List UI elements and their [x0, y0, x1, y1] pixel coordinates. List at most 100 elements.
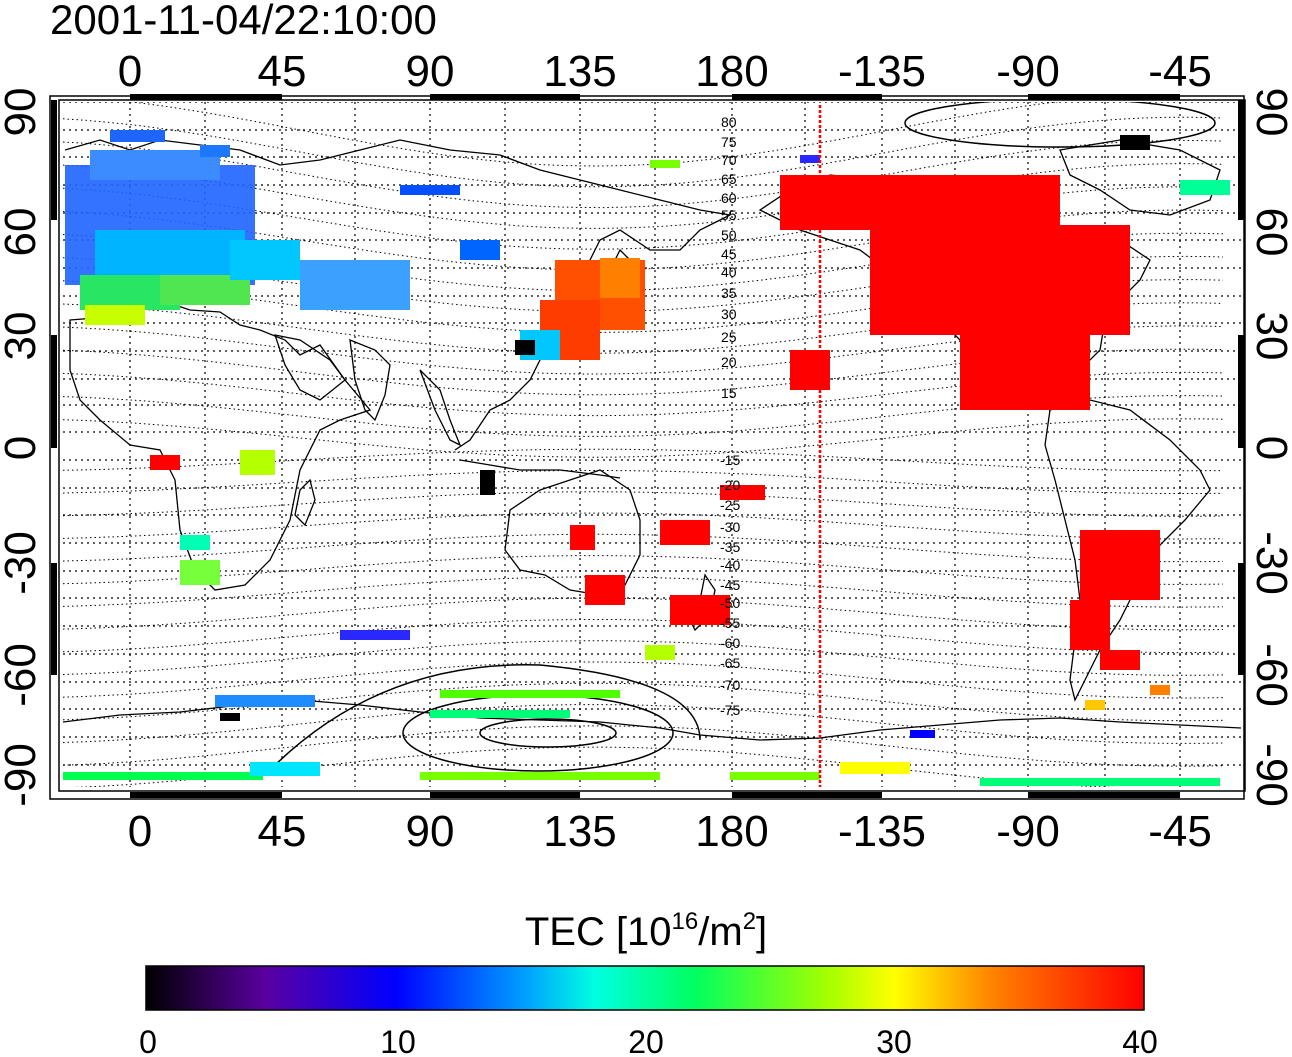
top-lon-label: 45: [258, 47, 307, 96]
contour-label: -60: [720, 635, 740, 651]
top-longitude-labels: 0 45 90 135 180 -135 -90 -45: [118, 47, 1212, 96]
contour-line: [63, 418, 1224, 458]
contour-line: [63, 395, 1224, 437]
contour-label: -35: [720, 539, 740, 555]
contour-line: [63, 348, 1224, 396]
contour-line: [63, 725, 1224, 767]
left-lat-label: -90: [0, 743, 45, 807]
map-frame: [49, 94, 1246, 800]
contour-line: [63, 619, 1224, 654]
contour-label: -65: [720, 655, 740, 671]
right-latitude-labels: 90 60 30 0 -30 -60 -90: [1247, 88, 1292, 807]
contour-label: 25: [721, 329, 737, 345]
colorbar-tick: 0: [139, 1024, 157, 1057]
contour-label: 35: [721, 285, 737, 301]
bottom-lon-label: 45: [258, 807, 307, 856]
contour-label: 70: [721, 152, 737, 168]
contour-line: [63, 555, 1224, 585]
contour-label: -20: [720, 477, 740, 493]
map-title: 2001-11-04/22:10:00: [50, 0, 437, 43]
contour-line: [63, 186, 1224, 250]
colorbar-title: TEC [1016/m2]: [525, 908, 767, 954]
top-lon-label: -45: [1148, 47, 1212, 96]
contour-label: 60: [721, 190, 737, 206]
contour-label: -55: [720, 615, 740, 631]
contour-label: -30: [720, 519, 740, 535]
contour-label: 45: [721, 246, 737, 262]
contour-line: [63, 371, 1224, 417]
contour-label: -40: [720, 557, 740, 573]
auroral-ovals: [269, 102, 1216, 772]
contour-line: [63, 139, 1224, 209]
magnetic-latitude-contours: [63, 102, 1224, 787]
top-lon-label: -135: [838, 47, 926, 96]
colorbar-ticks: 0 10 20 30 40: [139, 1024, 1158, 1057]
left-lat-label: -30: [0, 531, 45, 595]
contour-line: [63, 512, 1224, 540]
contour-label: -70: [720, 677, 740, 693]
contour-labels-south: -15 -20 -25 -30 -35 -40 -45 -50 -55 -60 -65 -70 -75: [720, 452, 740, 718]
contour-line: [63, 661, 1224, 699]
colorbar-label-mid: /m: [698, 910, 742, 954]
contour-line: [63, 116, 1224, 188]
colorbar-tick: 40: [1122, 1024, 1158, 1057]
bottom-lon-label: -45: [1148, 807, 1212, 856]
right-lat-label: -90: [1247, 743, 1292, 807]
contour-line: [63, 209, 1224, 271]
right-lat-label: 30: [1247, 312, 1292, 361]
colorbar-tick: 20: [628, 1024, 664, 1057]
left-lat-label: 30: [0, 312, 45, 361]
contour-label: 40: [721, 264, 737, 280]
bottom-lon-label: -90: [996, 807, 1060, 856]
contour-label: -50: [720, 595, 740, 611]
right-lat-label: 60: [1247, 208, 1292, 257]
contour-line: [63, 325, 1224, 375]
top-lon-label: 90: [406, 47, 455, 96]
bottom-lon-label: -135: [838, 807, 926, 856]
tec-data-layer: [63, 130, 1230, 786]
contour-line: [63, 470, 1224, 494]
right-lat-label: -30: [1247, 531, 1292, 595]
top-lon-label: 180: [695, 47, 768, 96]
contour-label: -15: [720, 452, 740, 468]
bottom-lon-label: 135: [543, 807, 616, 856]
right-lat-label: 0: [1247, 436, 1292, 460]
bottom-lon-label: 90: [406, 807, 455, 856]
contour-label: 50: [721, 227, 737, 243]
contour-label: -45: [720, 577, 740, 593]
bottom-lon-label: 0: [128, 807, 152, 856]
contour-line: [128, 102, 1061, 167]
contour-line: [63, 163, 1224, 229]
contour-line: [63, 640, 1224, 676]
colorbar-label-sup1: 16: [672, 908, 699, 935]
contour-line: [63, 533, 1224, 563]
left-lat-label: -60: [0, 643, 45, 707]
left-latitude-labels: 90 60 30 0 -30 -60 -90: [0, 88, 45, 807]
contour-line: [63, 576, 1224, 608]
contour-label: 15: [721, 385, 737, 401]
contour-label: 80: [721, 114, 737, 130]
right-lat-label: 90: [1247, 88, 1292, 137]
left-lat-label: 0: [0, 436, 45, 460]
contour-label: 20: [721, 354, 737, 370]
contour-line: [63, 704, 1224, 744]
colorbar: [145, 965, 1145, 1011]
contour-line: [63, 302, 1224, 354]
bottom-longitude-labels: 0 45 90 135 180 -135 -90 -45: [128, 807, 1212, 856]
top-lon-label: -90: [996, 47, 1060, 96]
contour-label: -75: [720, 702, 740, 718]
contour-label: 55: [721, 207, 737, 223]
contour-label: -25: [720, 497, 740, 513]
contour-line: [63, 597, 1224, 631]
left-lat-label: 90: [0, 88, 45, 137]
contour-label: 75: [721, 134, 737, 150]
colorbar-tick: 30: [876, 1024, 912, 1057]
right-lat-label: -60: [1247, 643, 1292, 707]
contour-line: [63, 491, 1224, 517]
colorbar-tick: 10: [380, 1024, 416, 1057]
contour-label: 30: [721, 306, 737, 322]
colorbar-label-main: TEC [10: [525, 910, 672, 954]
colorbar-label-end: ]: [756, 910, 767, 954]
